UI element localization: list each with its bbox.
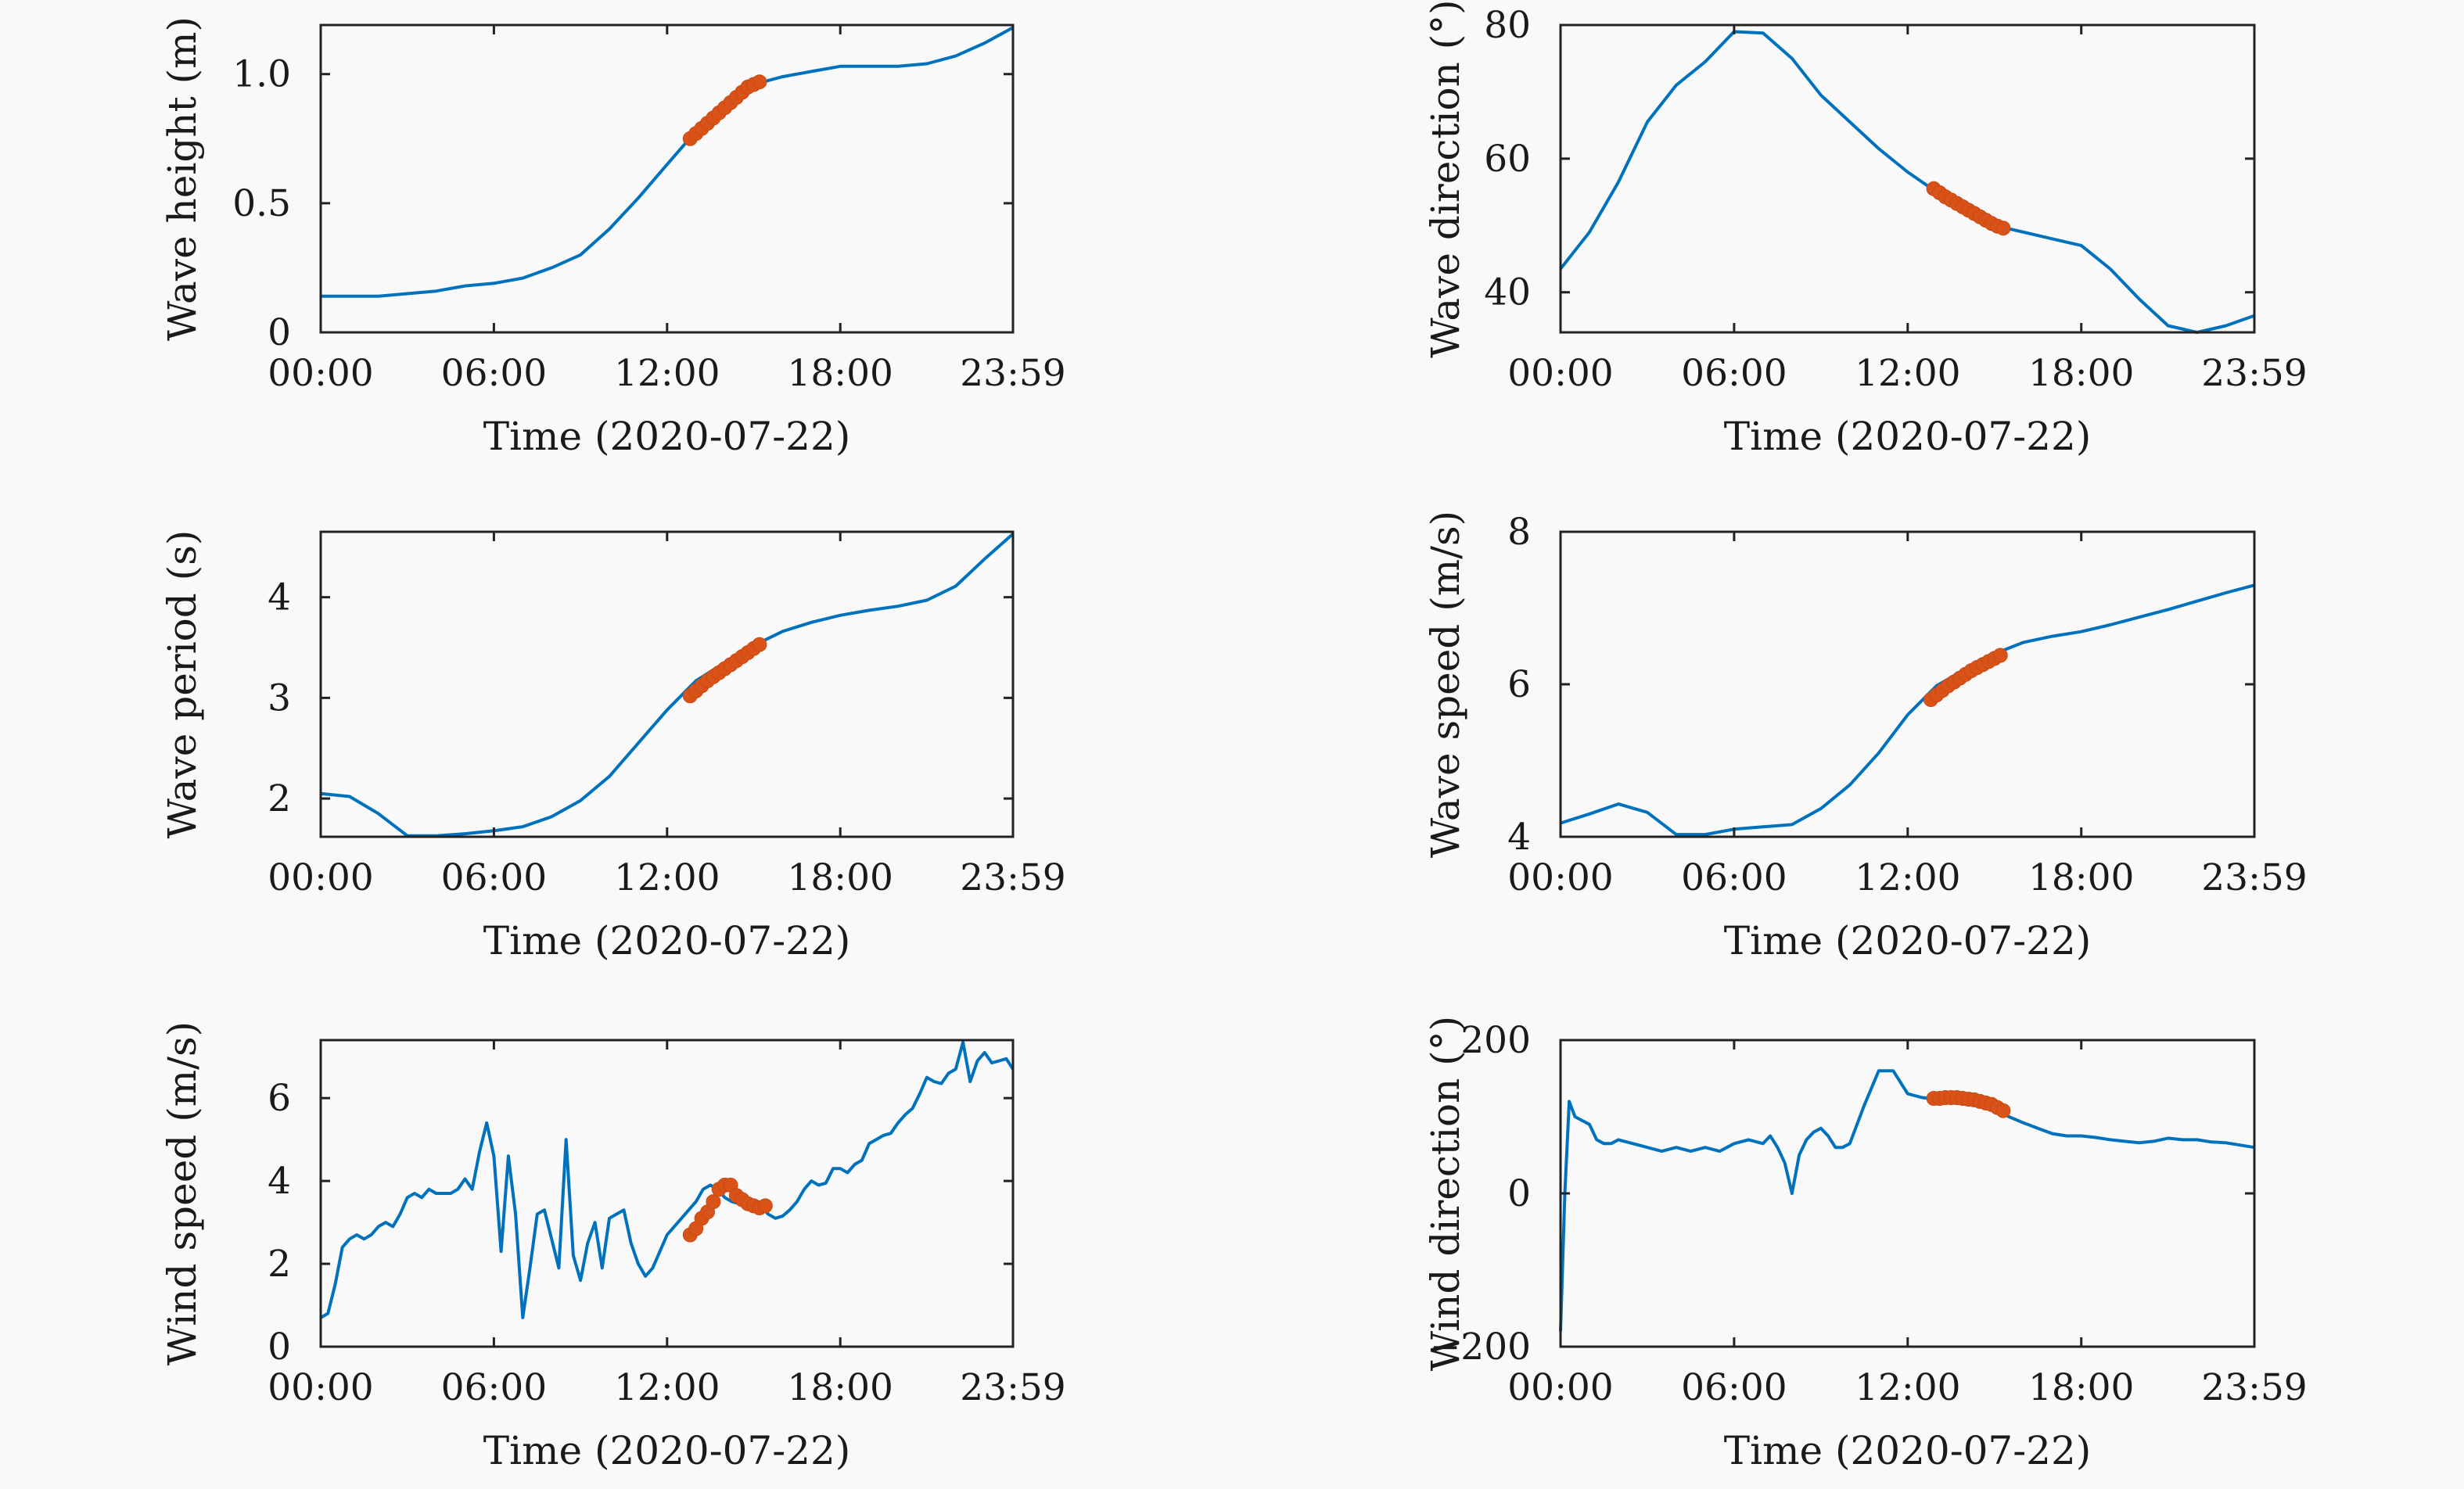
y-axis-label: Wind speed (m/s) (160, 1021, 205, 1365)
x-tick-label: 00:00 (268, 1366, 373, 1409)
series-line (320, 533, 1015, 838)
x-axis-label: Time (2020-07-22) (483, 1428, 851, 1473)
y-tick-label: 4 (268, 1160, 291, 1203)
x-tick-label: 18:00 (787, 856, 893, 899)
y-tick-label: 1.0 (232, 53, 291, 96)
plot-frame (1559, 530, 2256, 838)
x-tick-label: 12:00 (614, 1366, 720, 1409)
y-tick-label: 2 (268, 777, 291, 820)
x-axis-label: Time (2020-07-22) (1724, 918, 2092, 963)
y-tick-label: 2 (268, 1243, 291, 1286)
y-tick-label: 60 (1484, 138, 1531, 181)
plot-frame (1559, 23, 2256, 334)
x-tick-label: 12:00 (1855, 1366, 1960, 1409)
x-tick-label: 18:00 (2028, 352, 2134, 395)
x-tick-label: 00:00 (1507, 856, 1613, 899)
chart-panel-5: 00:00 06:00 12:00 18:00 23:59 0 2 4 6 Time (2020-… (160, 1021, 1066, 1473)
x-tick-label: 18:00 (2028, 856, 2134, 899)
highlight-point (757, 1198, 773, 1214)
chart-panel-1: 00:00 06:00 12:00 18:00 23:59 0 0.5 1.0 Time (20… (160, 16, 1066, 459)
x-tick-label: 12:00 (614, 352, 720, 395)
x-tick-label: 06:00 (1681, 1366, 1787, 1409)
x-tick-label: 23:59 (2201, 352, 2307, 395)
chart-panel-3: 00:00 06:00 12:00 18:00 23:59 2 3 4 Time (2020-0… (160, 530, 1066, 963)
x-tick-label: 06:00 (441, 352, 547, 395)
y-tick-label: 0 (268, 311, 291, 354)
highlight-point (1992, 648, 2008, 663)
y-tick-label: 4 (268, 576, 291, 619)
highlight-point (752, 637, 767, 652)
y-tick-label: 6 (268, 1077, 291, 1120)
x-tick-label: 00:00 (268, 856, 373, 899)
series-line (1559, 30, 2255, 334)
x-tick-label: 18:00 (787, 352, 893, 395)
y-tick-label: 6 (1507, 663, 1531, 706)
x-tick-label: 18:00 (2028, 1366, 2134, 1409)
y-axis-label: Wave height (m) (160, 16, 205, 341)
chart-panel-2: 00:00 06:00 12:00 18:00 23:59 40 60 80 Time (202… (1423, 0, 2308, 459)
x-axis-label: Time (2020-07-22) (1724, 1428, 2092, 1473)
x-tick-label: 23:59 (960, 856, 1065, 899)
x-axis-label: Time (2020-07-22) (483, 918, 851, 963)
x-tick-label: 00:00 (1507, 1366, 1613, 1409)
highlight-point (706, 1194, 721, 1210)
series-line (320, 1040, 1015, 1319)
y-tick-label: 80 (1484, 4, 1531, 47)
series-line (1559, 1069, 2255, 1332)
y-axis-label: Wave direction (°) (1423, 0, 1468, 358)
y-tick-label: 0 (268, 1326, 291, 1369)
y-tick-label: 3 (268, 676, 291, 719)
y-tick-label: 200 (1460, 1019, 1531, 1062)
plot-frame (319, 23, 1015, 334)
y-axis-label: Wind direction (°) (1423, 1016, 1468, 1371)
y-axis-label: Wave period (s) (160, 530, 205, 839)
x-tick-label: 06:00 (1681, 856, 1787, 899)
highlight-point (752, 74, 767, 90)
y-tick-label: 8 (1507, 511, 1531, 554)
x-tick-label: 12:00 (1855, 856, 1960, 899)
x-tick-label: 00:00 (1507, 352, 1613, 395)
x-tick-label: 23:59 (2201, 1366, 2307, 1409)
x-tick-label: 12:00 (1855, 352, 1960, 395)
series-line (1560, 583, 2255, 837)
plot-frame (1559, 1039, 2256, 1348)
x-axis-label: Time (2020-07-22) (1724, 414, 2092, 459)
y-tick-label: 0 (1507, 1172, 1531, 1215)
y-tick-label: −200 (1430, 1326, 1531, 1369)
x-tick-label: 06:00 (1681, 352, 1787, 395)
highlight-point (1995, 1103, 2011, 1118)
plot-frame (319, 530, 1015, 838)
x-tick-label: 06:00 (441, 856, 547, 899)
highlight-point (1995, 221, 2011, 236)
x-tick-label: 18:00 (787, 1366, 893, 1409)
x-tick-label: 23:59 (960, 352, 1065, 395)
chart-panel-6: 00:00 06:00 12:00 18:00 23:59 −200 0 200 Time (2… (1423, 1016, 2308, 1473)
x-tick-label: 12:00 (614, 856, 720, 899)
x-tick-label: 23:59 (960, 1366, 1065, 1409)
y-tick-label: 4 (1507, 816, 1531, 859)
y-axis-label: Wave speed (m/s) (1423, 511, 1468, 858)
x-tick-label: 00:00 (268, 352, 373, 395)
chart-panel-4: 00:00 06:00 12:00 18:00 23:59 4 6 8 Time (2020-0… (1423, 511, 2308, 963)
x-axis-label: Time (2020-07-22) (483, 414, 851, 459)
x-tick-label: 23:59 (2201, 856, 2307, 899)
y-tick-label: 40 (1484, 271, 1531, 314)
y-tick-label: 0.5 (232, 182, 291, 225)
series-line (321, 26, 1014, 298)
x-tick-label: 06:00 (441, 1366, 547, 1409)
